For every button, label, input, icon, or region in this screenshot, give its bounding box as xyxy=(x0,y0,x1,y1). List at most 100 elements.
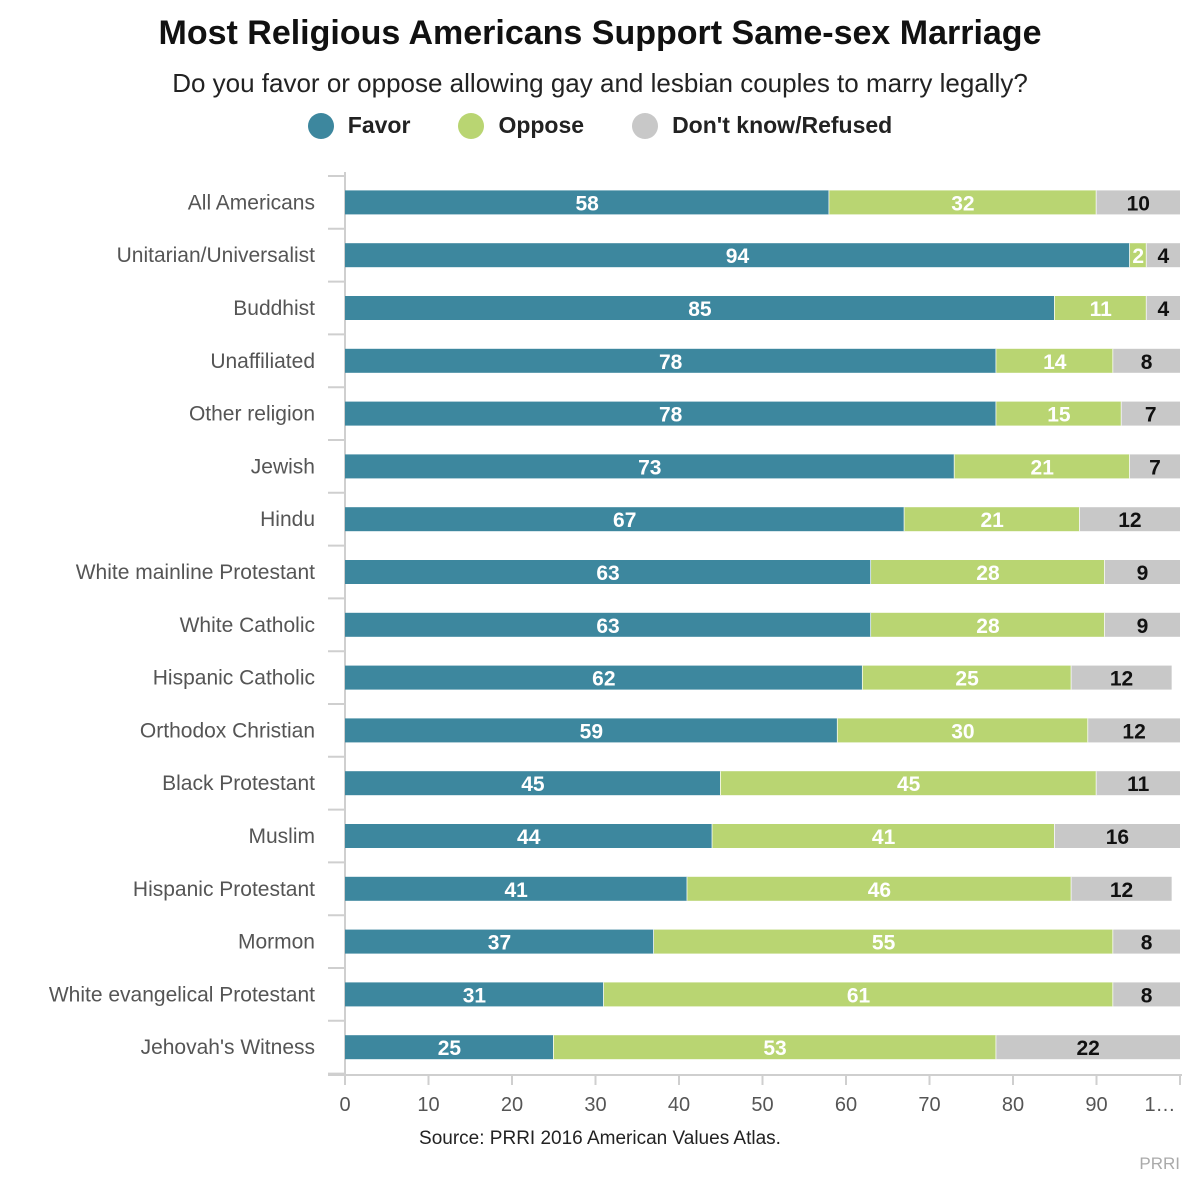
category-label: Other religion xyxy=(189,403,315,426)
data-label: 9 xyxy=(1137,615,1149,638)
data-label: 37 xyxy=(488,932,511,955)
data-label: 22 xyxy=(1076,1037,1099,1060)
category-label: Hispanic Protestant xyxy=(133,878,315,901)
category-label: Jehovah's Witness xyxy=(141,1036,315,1059)
x-tick-label: 90 xyxy=(1085,1094,1107,1116)
bar-segment-don-t-know-refused xyxy=(1113,348,1180,373)
bar-segment-don-t-know-refused xyxy=(1121,401,1180,426)
data-label: 21 xyxy=(980,509,1004,532)
data-label: 41 xyxy=(504,879,528,902)
data-label: 44 xyxy=(517,826,541,849)
bar-segment-favor xyxy=(345,507,905,532)
category-label: Jewish xyxy=(251,455,315,478)
category-label: White Catholic xyxy=(180,614,315,637)
bar-segment-favor xyxy=(345,718,838,743)
legend-label-oppose: Oppose xyxy=(498,112,585,138)
x-tick-label: 1… xyxy=(1144,1094,1175,1116)
data-label: 62 xyxy=(592,668,615,691)
data-label: 63 xyxy=(596,615,619,638)
data-label: 73 xyxy=(638,456,661,479)
legend-label-dont-know: Don't know/Refused xyxy=(672,112,893,138)
category-label: Unaffiliated xyxy=(210,350,315,373)
data-label: 12 xyxy=(1110,668,1133,691)
data-label: 8 xyxy=(1141,351,1153,374)
bar-segment-don-t-know-refused xyxy=(1071,876,1172,901)
bar-segment-favor xyxy=(345,348,997,373)
data-label: 11 xyxy=(1127,773,1150,796)
bar-segment-favor xyxy=(345,876,688,901)
data-label: 55 xyxy=(872,932,896,955)
x-tick-label: 80 xyxy=(1002,1094,1024,1116)
data-label: 30 xyxy=(951,720,974,743)
bar-segment-favor xyxy=(345,560,872,584)
bar-segment-favor xyxy=(345,929,654,954)
x-tick-label: 70 xyxy=(918,1094,940,1116)
oppose-swatch-icon xyxy=(458,112,485,139)
data-label: 12 xyxy=(1110,879,1133,902)
category-label: Mormon xyxy=(238,931,315,954)
data-label: 61 xyxy=(847,984,871,1007)
bar-segment-favor xyxy=(345,665,863,690)
chart-subtitle: Do you favor or oppose allowing gay and … xyxy=(172,68,1028,98)
data-label: 45 xyxy=(521,773,545,796)
category-label: Hispanic Catholic xyxy=(153,667,315,690)
data-label: 2 xyxy=(1132,245,1144,268)
dont-know-swatch-icon xyxy=(632,112,659,139)
bar-segment-don-t-know-refused xyxy=(1104,560,1180,584)
data-label: 16 xyxy=(1106,826,1129,849)
data-label: 11 xyxy=(1090,298,1113,321)
x-tick-label: 0 xyxy=(339,1094,350,1116)
legend-item-oppose[interactable]: Oppose xyxy=(458,112,584,139)
data-label: 25 xyxy=(438,1037,462,1060)
bar-segment-favor xyxy=(345,982,604,1007)
data-label: 53 xyxy=(763,1037,786,1060)
bar-segment-don-t-know-refused xyxy=(1071,665,1172,690)
bar-segment-don-t-know-refused xyxy=(1096,190,1180,215)
data-label: 45 xyxy=(897,773,921,796)
bar-segment-don-t-know-refused xyxy=(1146,243,1180,268)
data-label: 25 xyxy=(955,668,979,691)
legend-item-favor[interactable]: Favor xyxy=(307,112,410,139)
bar-segment-oppose xyxy=(687,876,1072,901)
x-tick-label: 20 xyxy=(501,1094,523,1116)
data-label: 31 xyxy=(463,984,487,1007)
data-label: 9 xyxy=(1137,562,1149,585)
data-label: 94 xyxy=(726,245,750,268)
category-label: White evangelical Protestant xyxy=(49,983,315,1006)
data-label: 41 xyxy=(872,826,896,849)
data-label: 12 xyxy=(1122,720,1145,743)
bar-segment-don-t-know-refused xyxy=(1146,296,1180,320)
data-label: 63 xyxy=(596,562,619,585)
brand-label: PRRI xyxy=(1139,1154,1180,1173)
bar-segment-oppose xyxy=(829,190,1097,215)
bar-segment-favor xyxy=(345,454,955,479)
bar-segment-favor xyxy=(345,401,997,426)
bar-segment-oppose xyxy=(996,401,1122,426)
x-tick-label: 40 xyxy=(668,1094,690,1116)
category-label: All Americans xyxy=(188,191,315,214)
data-label: 59 xyxy=(580,720,603,743)
bar-segment-favor xyxy=(345,771,721,796)
bar-segment-oppose xyxy=(954,454,1130,479)
data-label: 58 xyxy=(575,192,599,215)
category-label: Black Protestant xyxy=(162,772,315,795)
data-label: 7 xyxy=(1145,404,1157,427)
bar-segment-favor xyxy=(345,296,1055,320)
data-label: 28 xyxy=(976,562,1000,585)
bar-segment-oppose xyxy=(871,560,1105,584)
bar-segment-oppose xyxy=(837,718,1089,743)
legend-item-dont-know[interactable]: Don't know/Refused xyxy=(632,112,892,139)
bar-segment-favor xyxy=(345,612,872,637)
bar-segment-don-t-know-refused xyxy=(1113,929,1180,954)
data-label: 12 xyxy=(1118,509,1141,532)
category-label: Hindu xyxy=(260,508,315,531)
bar-segment-oppose xyxy=(1129,243,1147,268)
bar-segment-oppose xyxy=(996,348,1114,373)
bar-segment-oppose xyxy=(712,824,1055,848)
x-tick-label: 60 xyxy=(835,1094,857,1116)
data-label: 4 xyxy=(1157,245,1169,268)
bar-segment-oppose xyxy=(603,982,1114,1007)
x-tick-label: 50 xyxy=(751,1094,773,1116)
bar-segment-favor xyxy=(345,190,830,215)
